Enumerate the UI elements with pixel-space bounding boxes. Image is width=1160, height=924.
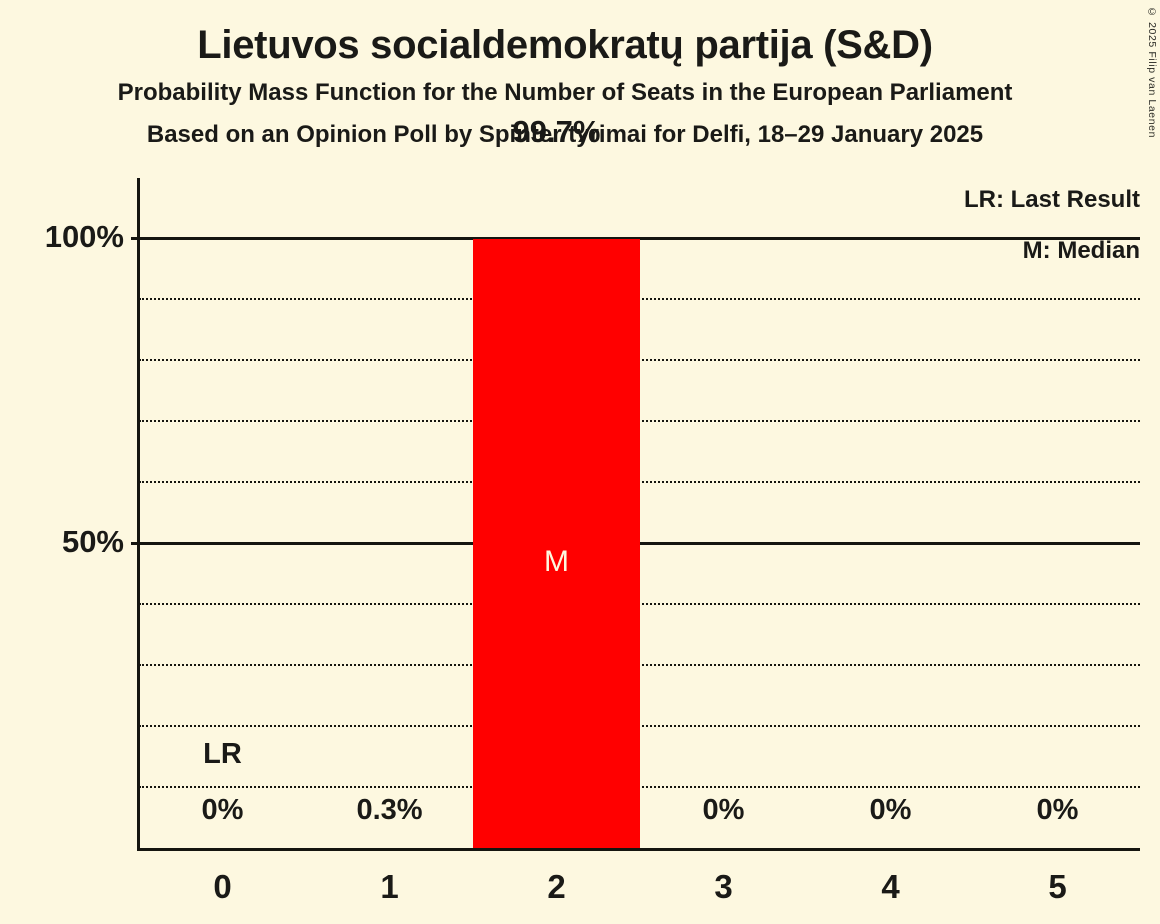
x-tick-label-1: 1 xyxy=(380,868,399,905)
chart-header: Lietuvos socialdemokratų partija (S&D) P… xyxy=(0,0,1130,149)
x-tick-label-2: 2 xyxy=(547,868,566,905)
column-seat-4[interactable]: 0% 4 xyxy=(807,178,974,904)
value-label-seat-0: 0% xyxy=(201,794,244,826)
chart-subtitle-primary: Probability Mass Function for the Number… xyxy=(117,79,1013,106)
x-tick-label-5: 5 xyxy=(1048,868,1067,905)
column-seat-2[interactable]: 99.7% M 2 xyxy=(473,116,640,903)
value-label-seat-2: 99.7% xyxy=(512,114,601,149)
column-seat-1[interactable]: 0.3% 1 xyxy=(306,178,473,904)
value-label-seat-5: 0% xyxy=(1036,794,1079,826)
chart-subtitle-source: Based on an Opinion Poll by Spinter tyri… xyxy=(146,121,984,149)
y-axis-label-50: 50% xyxy=(61,524,124,559)
x-tick-label-4: 4 xyxy=(881,868,900,905)
page-title: Lietuvos socialdemokratų partija (S&D) xyxy=(197,23,933,67)
legend-last-result: LR: Last Result xyxy=(963,186,1140,213)
value-label-seat-1: 0.3% xyxy=(356,794,423,826)
column-seat-5[interactable]: 0% 5 xyxy=(974,178,1141,904)
legend-median: M: Median xyxy=(1022,237,1140,264)
y-tick-100 xyxy=(131,237,139,240)
median-marker: M xyxy=(544,545,569,578)
y-axis-label-100: 100% xyxy=(44,219,124,254)
bar-seat-2[interactable]: M xyxy=(473,239,640,848)
plot-area: LR 0% 0 0.3% 1 99.7% M 2 0% 3 0% 4 0% 5 xyxy=(131,116,1141,904)
last-result-marker: LR xyxy=(203,738,242,770)
x-axis-line xyxy=(137,848,1140,851)
x-tick-label-0: 0 xyxy=(213,868,232,905)
column-seat-0[interactable]: LR 0% 0 xyxy=(139,178,306,904)
value-label-seat-3: 0% xyxy=(702,794,745,826)
y-axis-line xyxy=(137,178,140,850)
gridline-100 xyxy=(139,237,1140,240)
x-tick-label-3: 3 xyxy=(714,868,733,905)
value-label-seat-4: 0% xyxy=(869,794,912,826)
y-tick-50 xyxy=(131,542,139,545)
copyright-notice: © 2025 Filip van Laenen xyxy=(1146,6,1158,139)
column-seat-3[interactable]: 0% 3 xyxy=(640,178,807,904)
